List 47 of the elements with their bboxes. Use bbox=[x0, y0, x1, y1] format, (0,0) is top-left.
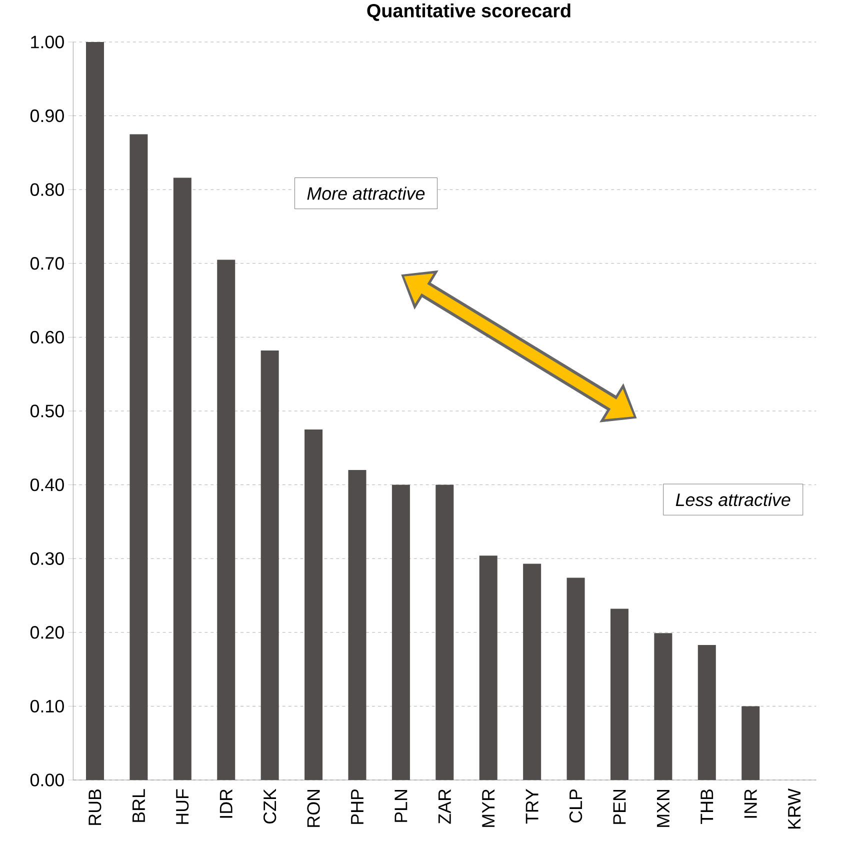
y-tick-label: 0.70 bbox=[30, 257, 64, 270]
x-tick-label: MXN bbox=[657, 790, 670, 827]
bar bbox=[173, 178, 192, 780]
y-tick-label: 0.90 bbox=[30, 109, 64, 122]
x-tick-label: PHP bbox=[351, 789, 364, 824]
bar bbox=[698, 644, 716, 780]
x-tick-label: KRW bbox=[788, 788, 800, 829]
y-tick-label: 0.80 bbox=[30, 183, 64, 196]
x-tick-label: HUF bbox=[176, 789, 189, 824]
bar bbox=[523, 564, 542, 780]
y-tick-label: 0.60 bbox=[30, 330, 64, 344]
bar bbox=[260, 350, 279, 780]
bar bbox=[742, 706, 760, 780]
bar bbox=[130, 134, 148, 780]
bar bbox=[348, 470, 366, 780]
x-tick-label: PEN bbox=[613, 790, 626, 824]
x-tick-label: TRY bbox=[526, 788, 538, 824]
x-tick-label: CLP bbox=[569, 789, 582, 822]
y-tick-label: 0.50 bbox=[30, 404, 64, 418]
bar bbox=[436, 484, 454, 780]
bar bbox=[654, 633, 672, 780]
bar bbox=[479, 556, 498, 780]
y-tick-label: 1.00 bbox=[31, 36, 64, 48]
bar bbox=[86, 42, 104, 780]
x-tick-label: RON bbox=[307, 790, 320, 827]
chart-title: Quantitative scorecard bbox=[367, 4, 570, 21]
x-tick-label: PLN bbox=[394, 790, 408, 822]
y-tick-label: 0.40 bbox=[30, 478, 64, 492]
x-tick-label: INR bbox=[744, 789, 757, 818]
bar bbox=[392, 484, 410, 780]
y-tick-label: 0.00 bbox=[30, 774, 64, 786]
x-tick-label: IDR bbox=[220, 789, 232, 818]
y-tick-label: 0.30 bbox=[30, 552, 64, 565]
x-tick-label: ZAR bbox=[438, 789, 451, 824]
y-tick-label: 0.20 bbox=[30, 626, 64, 639]
bar bbox=[217, 260, 236, 780]
annotation: Less attractive bbox=[676, 492, 790, 506]
y-tick-label: 0.10 bbox=[30, 700, 64, 713]
annotation: More attractive bbox=[307, 186, 425, 200]
x-tick-label: CZK bbox=[263, 788, 276, 824]
bar bbox=[610, 608, 628, 780]
bar bbox=[566, 578, 585, 780]
x-tick-label: BRL bbox=[132, 789, 145, 822]
bar bbox=[304, 429, 323, 780]
x-tick-label: THB bbox=[700, 789, 714, 824]
x-tick-label: RUB bbox=[88, 789, 102, 825]
x-tick-label: MYR bbox=[482, 789, 495, 827]
